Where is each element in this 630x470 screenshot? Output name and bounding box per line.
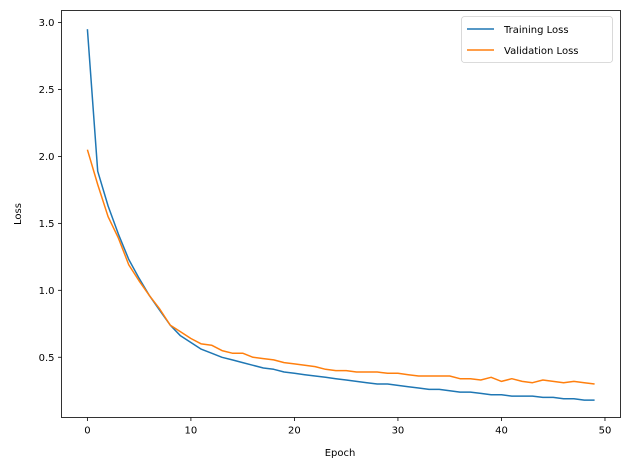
y-tick-label: 0.5: [39, 353, 55, 364]
axes-frame: [61, 10, 621, 418]
y-tick-label: 1.0: [39, 286, 55, 297]
legend-box: [461, 16, 613, 63]
y-axis-label: Loss: [13, 203, 24, 225]
series-line-training-loss: [86, 29, 595, 401]
x-tick-label: 10: [185, 426, 198, 437]
y-tick-label: 2.0: [39, 152, 55, 163]
y-tick-label: 3.0: [39, 18, 55, 29]
series-line-validation-loss: [86, 149, 595, 385]
x-axis-ticks: 0 10 20 30 40 50: [84, 417, 612, 437]
y-tick-label: 2.5: [39, 85, 55, 96]
x-tick-label: 30: [392, 426, 405, 437]
legend-label-training: Training Loss: [503, 25, 569, 36]
x-tick-label: 20: [288, 426, 301, 437]
y-axis-ticks: 0.5 1.0 1.5 2.0 2.5 3.0: [39, 18, 62, 364]
x-tick-label: 0: [84, 426, 90, 437]
y-tick-label: 1.5: [39, 219, 55, 230]
x-tick-label: 50: [599, 426, 612, 437]
x-tick-label: 40: [495, 426, 508, 437]
x-axis-label: Epoch: [325, 448, 356, 459]
series-layer: [86, 29, 595, 401]
legend: Training Loss Validation Loss: [461, 16, 613, 63]
legend-label-validation: Validation Loss: [504, 46, 579, 57]
